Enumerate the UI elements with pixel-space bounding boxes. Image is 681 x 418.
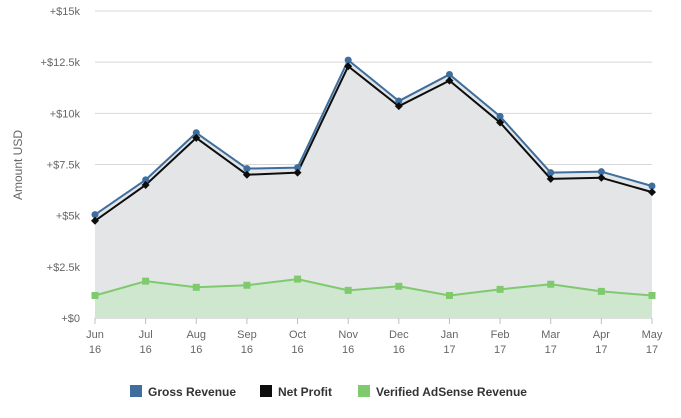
data-point[interactable] [242, 170, 251, 179]
marker-layer [91, 56, 656, 299]
x-tick-label-year: 17 [595, 344, 607, 356]
data-point[interactable] [142, 277, 150, 285]
data-point[interactable] [445, 70, 453, 78]
x-tick-label-year: 16 [89, 344, 101, 356]
legend-label: Verified AdSense Revenue [376, 385, 527, 399]
x-tick-label-month: Nov [338, 329, 358, 341]
x-tick-label-year: 17 [494, 344, 506, 356]
data-point[interactable] [141, 180, 150, 189]
data-point[interactable] [648, 182, 656, 190]
x-tick-label-year: 16 [241, 344, 253, 356]
y-tick-label: +$0 [61, 313, 80, 325]
x-tick-label-month: Mar [541, 329, 560, 341]
y-tick-label: +$10k [50, 108, 81, 120]
data-point[interactable] [294, 275, 302, 283]
data-point[interactable] [344, 62, 353, 71]
y-tick-label: +$5k [56, 211, 81, 223]
series-area [95, 60, 652, 319]
data-point[interactable] [142, 176, 150, 184]
y-tick-label: +$15k [50, 6, 81, 18]
legend-label: Gross Revenue [148, 385, 236, 399]
series-line [94, 65, 653, 222]
data-point[interactable] [243, 281, 251, 289]
data-point[interactable] [547, 280, 555, 288]
x-tick-label-month: May [642, 329, 663, 341]
x-tick-label-year: 17 [646, 344, 658, 356]
data-point[interactable] [344, 56, 352, 64]
x-tick-label-year: 16 [140, 344, 152, 356]
legend-swatch [130, 385, 142, 397]
data-point[interactable] [395, 97, 403, 105]
x-tick-label-month: Dec [389, 329, 409, 341]
data-point[interactable] [294, 164, 302, 172]
data-point[interactable] [597, 168, 605, 176]
data-point[interactable] [648, 188, 656, 197]
data-point[interactable] [293, 168, 302, 177]
x-tick-label-year: 17 [545, 344, 557, 356]
legend-item[interactable]: Verified AdSense Revenue [358, 385, 527, 399]
x-tick-label-month: Jun [86, 329, 104, 341]
data-point[interactable] [445, 291, 453, 299]
x-tick-label-month: Apr [593, 329, 610, 341]
x-tick-label-year: 17 [443, 344, 455, 356]
x-tick-label-month: Feb [491, 329, 510, 341]
x-tick-label-year: 16 [190, 344, 202, 356]
x-tick-label-year: 16 [342, 344, 354, 356]
data-point[interactable] [192, 129, 200, 137]
axis-layer: +$0 +$2.5k +$5k +$7.5k +$10k +$12.5k +$15k Jun 1… [41, 6, 663, 356]
data-point[interactable] [91, 211, 99, 219]
legend-swatch [260, 385, 272, 397]
x-tick-label-year: 16 [393, 344, 405, 356]
line-layer [94, 59, 653, 297]
legend-item[interactable]: Gross Revenue [130, 385, 236, 399]
data-point[interactable] [597, 173, 606, 182]
data-point[interactable] [394, 102, 403, 111]
data-point[interactable] [496, 285, 504, 293]
data-point[interactable] [547, 169, 555, 177]
legend-item[interactable]: Net Profit [260, 385, 332, 399]
data-point[interactable] [496, 118, 505, 127]
x-tick-label-month: Sep [237, 329, 257, 341]
data-point[interactable] [192, 133, 201, 142]
legend-swatch [358, 385, 370, 397]
y-tick-label: +$7.5k [47, 160, 81, 172]
data-point[interactable] [648, 291, 656, 299]
data-point[interactable] [395, 282, 403, 290]
x-tick-label-month: Jul [139, 329, 153, 341]
y-tick-label: +$2.5k [47, 262, 81, 274]
data-point[interactable] [597, 287, 605, 295]
legend: Gross Revenue Net Profit Verified AdSense … [130, 385, 527, 399]
y-axis-title: Amount USD [11, 130, 25, 200]
series-line [94, 278, 653, 297]
series-line [94, 59, 653, 216]
data-point[interactable] [496, 112, 504, 120]
data-point[interactable] [91, 216, 99, 225]
x-tick-label-month: Jan [441, 329, 459, 341]
x-tick-label-month: Aug [186, 329, 206, 341]
y-tick-label: +$12.5k [41, 57, 81, 69]
area-layer [95, 60, 652, 319]
data-point[interactable] [546, 174, 555, 183]
data-point[interactable] [91, 291, 99, 299]
x-tick-label-year: 16 [291, 344, 303, 356]
legend-label: Net Profit [278, 385, 332, 399]
data-point[interactable] [344, 286, 352, 294]
data-point[interactable] [445, 76, 454, 85]
data-point[interactable] [192, 283, 200, 291]
data-point[interactable] [243, 165, 251, 173]
x-tick-label-month: Oct [289, 329, 306, 341]
